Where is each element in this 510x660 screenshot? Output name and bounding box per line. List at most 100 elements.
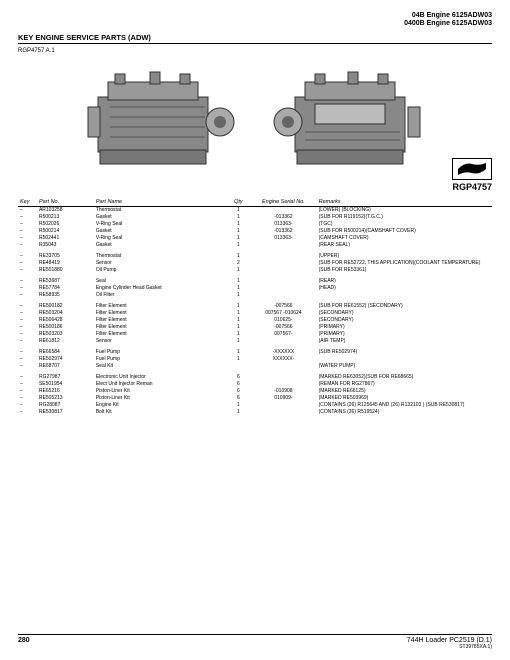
cell-name: Sensor (94, 260, 227, 267)
section-title: KEY ENGINE SERVICE PARTS (ADW) (18, 33, 492, 44)
cell-remarks: (REAR SEAL) (317, 242, 492, 249)
cell-key: – (18, 381, 37, 388)
cell-name: Filter Element (94, 331, 227, 338)
table-row: –RE53687Seal1(REAR) (18, 278, 492, 285)
cell-qty: 1 (227, 267, 251, 274)
cell-partno: RG27987 (37, 374, 94, 381)
col-name: Part Name (94, 198, 227, 207)
cell-remarks: (AIR TEMP) (317, 338, 492, 345)
table-row: –RE500186Filter Element1-007566(PRIMARY) (18, 324, 492, 331)
cell-remarks: (WATER PUMP) (317, 363, 492, 370)
cell-qty: 1 (227, 228, 251, 235)
cell-partno: RE530817 (37, 409, 94, 416)
cell-remarks: (SECONDARY) (317, 317, 492, 324)
cell-qty: 1 (227, 324, 251, 331)
cell-partno: RE53687 (37, 278, 94, 285)
cell-name: Sensor (94, 338, 227, 345)
cell-partno: RE500182 (37, 303, 94, 310)
cell-name: V-Ring Seal (94, 221, 227, 228)
header-line2: 0400B Engine 6125ADW03 (18, 20, 492, 28)
cell-remarks: (UPPER) (317, 253, 492, 260)
cell-qty: 1 (227, 242, 251, 249)
cell-key: – (18, 228, 37, 235)
col-partno: Part No. (37, 198, 94, 207)
cell-serial: -007566 (250, 324, 316, 331)
figure-label: RGP4757 (452, 182, 492, 192)
cell-qty: 1 (227, 206, 251, 214)
cell-remarks: (REAR) (317, 278, 492, 285)
cell-name: Bolt Kit (94, 409, 227, 416)
table-row: –RE501880Oil Pump1(SUB FOR RE53361) (18, 267, 492, 274)
cell-qty: 1 (227, 292, 251, 299)
footer-right-1: 744H Loader PC2519 (D.1) (407, 637, 492, 644)
cell-name: Thermostat (94, 253, 227, 260)
cell-partno: AR103258 (37, 206, 94, 214)
table-row: –SE501954Elect Unit Injector Reman6(REMA… (18, 381, 492, 388)
cell-serial: 010625- (250, 317, 316, 324)
cell-key: – (18, 221, 37, 228)
cell-name: Filter Element (94, 310, 227, 317)
table-row: –RE505213Piston-Liner Kit6010909-(MARKED… (18, 395, 492, 402)
cell-key: – (18, 409, 37, 416)
table-row: –RE65216Piston-Liner Kit6-010908(MARKED … (18, 388, 492, 395)
cell-qty: 1 (227, 221, 251, 228)
cell-remarks: (REMAN FOR RG27867) (317, 381, 492, 388)
cell-name: Gasket (94, 214, 227, 221)
cell-remarks (317, 292, 492, 299)
table-row: –RE61812Sensor1(AIR TEMP) (18, 338, 492, 345)
cell-key: – (18, 303, 37, 310)
table-row: –RE500182Filter Element1-007566(SUB FOR … (18, 303, 492, 310)
col-key: Key (18, 198, 37, 207)
cell-name: Piston-Liner Kit (94, 395, 227, 402)
cell-name: Piston-Liner Kit (94, 388, 227, 395)
cell-name: Filter Element (94, 324, 227, 331)
cell-key: – (18, 214, 37, 221)
cell-qty: 1 (227, 303, 251, 310)
cell-remarks: (MARKED RE503969) (317, 395, 492, 402)
cell-remarks: (LOWER) (BLOCKING) (317, 206, 492, 214)
cell-partno: RE501880 (37, 267, 94, 274)
cell-key: – (18, 363, 37, 370)
cell-key: – (18, 356, 37, 363)
cell-qty: 1 (227, 214, 251, 221)
cell-partno: RE506428 (37, 317, 94, 324)
cell-name: Filter Element (94, 317, 227, 324)
page-number: 280 (18, 637, 30, 650)
table-row: –R502026V-Ring Seal1013363-(TGC) (18, 221, 492, 228)
cell-serial (250, 338, 316, 345)
cell-name: Fuel Pump (94, 356, 227, 363)
cell-partno: RE65216 (37, 388, 94, 395)
cell-serial (250, 402, 316, 409)
cell-serial (250, 381, 316, 388)
cell-name: Seal (94, 278, 227, 285)
cell-name: Seal Kit (94, 363, 227, 370)
table-row: –R500213Gasket1-013362(SUB FOR R119152)(… (18, 214, 492, 221)
cell-partno: RE505213 (37, 395, 94, 402)
table-row: –RE58935Oil Filter1 (18, 292, 492, 299)
table-row: –RG28087Engine Kit1(CONTAINS (26) R12564… (18, 402, 492, 409)
cell-remarks: (SUB RE502974) (317, 349, 492, 356)
cell-key: – (18, 242, 37, 249)
cell-serial (250, 409, 316, 416)
cell-qty: 1 (227, 278, 251, 285)
cell-name: V-Ring Seal (94, 235, 227, 242)
cell-serial: 013363- (250, 221, 316, 228)
cell-name: Thermostat (94, 206, 227, 214)
cell-serial (250, 374, 316, 381)
cell-qty: 6 (227, 381, 251, 388)
table-row: –RE48419Sensor2(SUB FOR RE52722, THIS AP… (18, 260, 492, 267)
cell-qty: 6 (227, 388, 251, 395)
cell-serial: 007567 -010624 (250, 310, 316, 317)
cell-partno: R502441 (37, 235, 94, 242)
page-footer: 280 744H Loader PC2519 (D.1) ST39785XA.1… (18, 634, 492, 650)
cell-key: – (18, 292, 37, 299)
cell-key: – (18, 285, 37, 292)
cell-qty: 1 (227, 317, 251, 324)
table-row: –RE506428Filter Element1010625-(SECONDAR… (18, 317, 492, 324)
cell-qty: 1 (227, 235, 251, 242)
cell-serial (250, 260, 316, 267)
cell-serial: 013363- (250, 235, 316, 242)
cell-name: Filter Element (94, 303, 227, 310)
cell-partno: RE66584 (37, 349, 94, 356)
cell-qty: 6 (227, 374, 251, 381)
